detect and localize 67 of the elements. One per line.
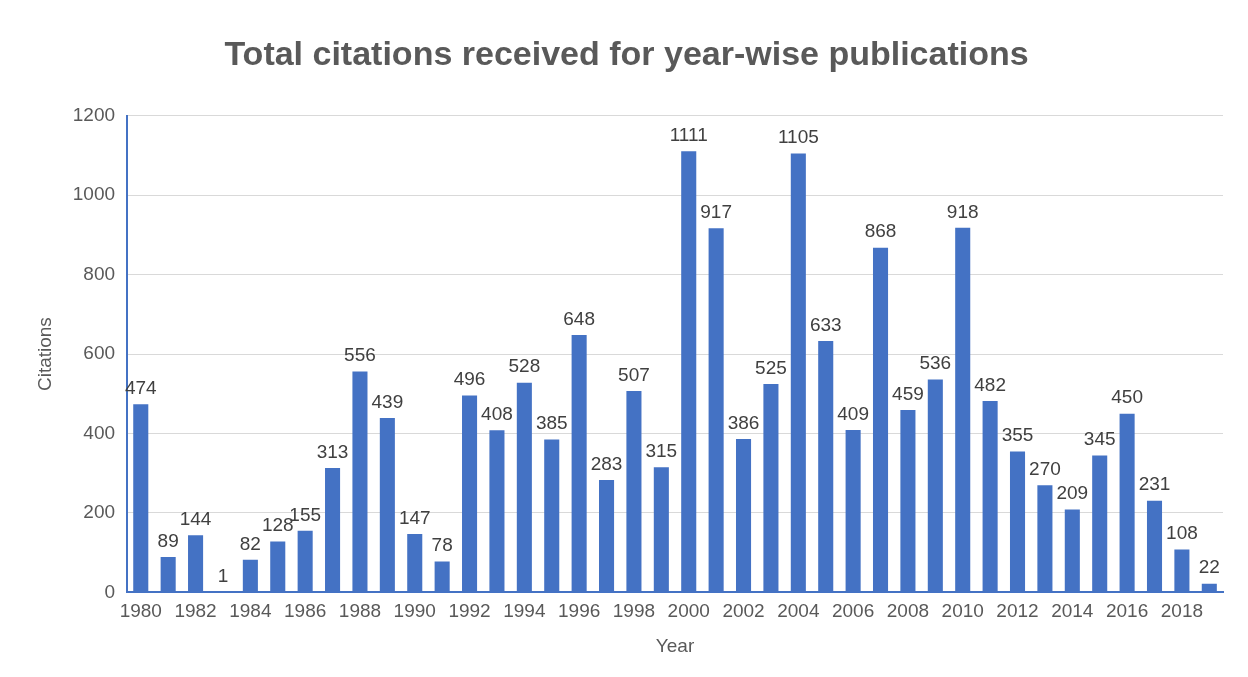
chart-title: Total citations received for year-wise publications [224, 33, 1029, 72]
data-label: 648 [563, 307, 595, 329]
x-tick-label: 2018 [1160, 600, 1204, 622]
data-label: 439 [371, 390, 404, 412]
x-tick-label: 1984 [229, 600, 272, 622]
data-label: 147 [398, 506, 431, 528]
y-tick-label: 200 [83, 501, 116, 523]
x-tick-label: 2012 [996, 600, 1039, 622]
data-label: 313 [316, 440, 349, 462]
x-axis-title: Year [655, 634, 695, 656]
data-label: 496 [453, 368, 486, 390]
x-tick-label: 2016 [1105, 600, 1149, 622]
x-tick-label: 2000 [667, 600, 710, 622]
x-tick-label: 1982 [174, 600, 217, 622]
y-tick-label: 1200 [72, 104, 116, 126]
data-label: 108 [1166, 522, 1198, 544]
data-label: 536 [919, 352, 952, 374]
x-tick-label: 1996 [558, 600, 601, 622]
data-label: 482 [974, 373, 1006, 395]
data-label: 525 [755, 356, 787, 378]
data-label: 78 [431, 534, 453, 556]
x-tick-label: 1994 [503, 600, 546, 622]
x-tick-label: 2008 [886, 600, 930, 622]
data-label: 315 [645, 440, 678, 462]
x-tick-label: 1990 [393, 600, 436, 622]
x-tick-label: 2004 [777, 600, 820, 622]
data-label: 82 [239, 532, 261, 554]
data-label: 507 [618, 363, 650, 385]
data-label: 231 [1138, 473, 1171, 495]
data-label: 633 [809, 313, 842, 335]
y-tick-label: 800 [83, 262, 116, 284]
data-label: 459 [892, 382, 924, 404]
x-tick-label: 1986 [284, 600, 327, 622]
data-label: 144 [179, 507, 212, 529]
data-label: 1 [217, 564, 229, 586]
data-label: 918 [946, 200, 979, 222]
y-tick-label: 600 [83, 342, 116, 364]
data-label: 450 [1111, 386, 1143, 408]
data-label: 868 [864, 220, 897, 242]
data-label: 386 [727, 411, 760, 433]
data-label: 917 [700, 200, 732, 222]
y-tick-label: 1000 [72, 183, 116, 205]
x-tick-label: 2006 [831, 600, 875, 622]
data-label: 209 [1056, 482, 1089, 504]
data-label: 385 [535, 412, 568, 434]
x-tick-label: 2010 [941, 600, 984, 622]
x-tick-label: 2002 [722, 600, 765, 622]
data-label: 408 [481, 403, 513, 425]
y-axis-title: Citations [33, 317, 55, 392]
y-tick-label: 400 [83, 421, 116, 443]
data-label: 345 [1083, 428, 1116, 450]
x-tick-label: 1992 [448, 600, 491, 622]
data-label: 409 [837, 402, 869, 424]
data-label: 283 [590, 452, 623, 474]
x-tick-label: 2014 [1051, 600, 1094, 622]
data-label: 1105 [777, 126, 819, 148]
x-tick-label: 1998 [612, 600, 656, 622]
data-label: 556 [344, 344, 376, 366]
x-tick-label: 1988 [338, 600, 382, 622]
data-label: 270 [1029, 457, 1061, 479]
x-tick-label: 1980 [119, 600, 162, 622]
data-label: 528 [508, 355, 541, 377]
y-tick-label: 0 [104, 580, 116, 602]
data-label: 89 [157, 529, 179, 551]
data-label: 1111 [669, 123, 708, 145]
data-label: 355 [1001, 424, 1034, 446]
data-label: 22 [1198, 556, 1220, 578]
